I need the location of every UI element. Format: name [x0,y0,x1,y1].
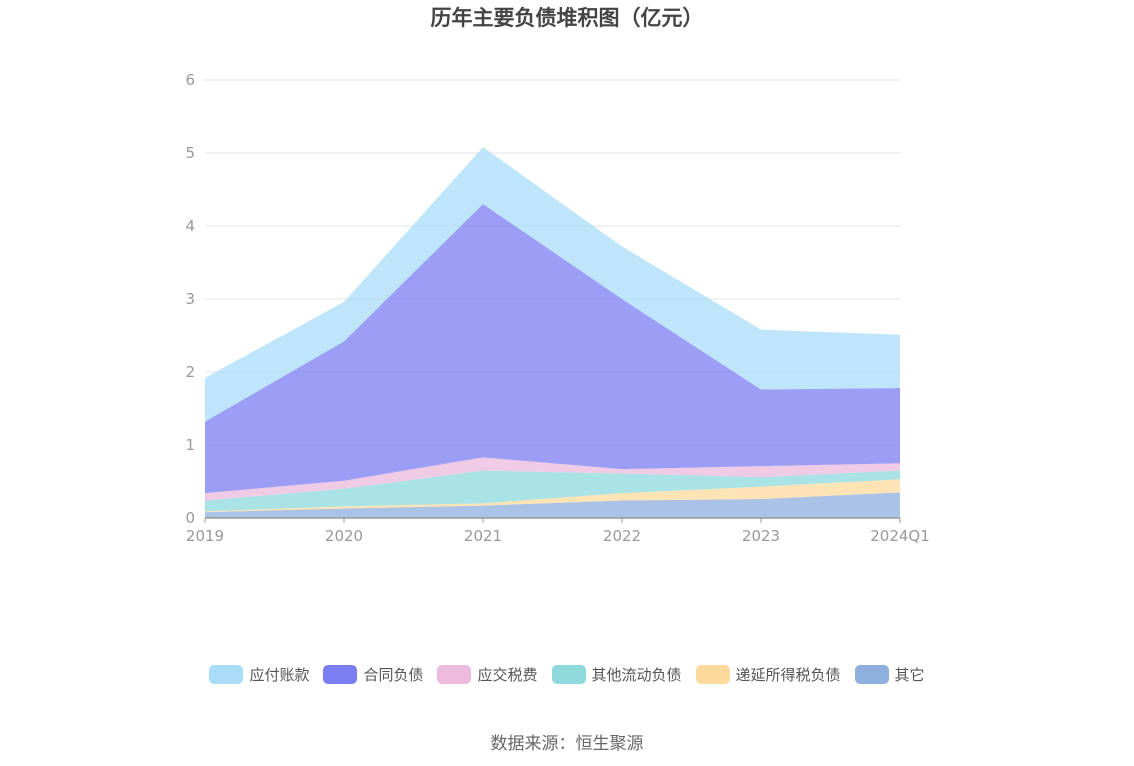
y-tick-label: 6 [185,71,195,89]
legend-item[interactable]: 应付账款 [209,664,309,685]
legend-label: 应付账款 [249,666,310,684]
legend-swatch [695,665,730,684]
x-tick-label: 2019 [186,527,224,545]
legend-swatch [551,665,586,684]
legend-swatch [437,665,472,684]
y-tick-label: 2 [185,363,195,381]
x-tick-label: 2020 [325,527,363,545]
legend-item[interactable]: 其它 [854,664,925,685]
x-tick-label: 2021 [464,527,502,545]
area-series[interactable]: 应付账款 [205,147,900,422]
legend-label: 其它 [894,666,925,684]
x-tick-label: 2022 [603,527,641,545]
y-tick-label: 3 [185,290,195,308]
legend: 应付账款 合同负债 应交税费 其他流动负债 递延所得税负债 其它 [0,664,1134,685]
source-note: 数据来源：恒生聚源 [490,734,644,754]
legend-item[interactable]: 递延所得税负债 [695,664,841,685]
stacked-area-plot: 其它递延所得税负债其他流动负债应交税费合同负债应付账款 0 1 2 3 4 5 6 2019 2… [185,71,929,545]
legend-swatch [323,665,358,684]
axes: 0 1 2 3 4 5 6 2019 2020 2021 2022 2023 2024Q1 [185,71,929,545]
area-series-layer: 其它递延所得税负债其他流动负债应交税费合同负债应付账款 [205,147,900,518]
legend-label: 递延所得税负债 [735,666,841,684]
y-tick-label: 0 [185,509,195,527]
area-series[interactable]: 其它 [205,492,900,518]
legend-item[interactable]: 其他流动负债 [551,664,682,685]
area-series[interactable]: 其他流动负债 [205,470,900,512]
area-series[interactable]: 合同负债 [205,204,900,494]
area-series[interactable]: 应交税费 [205,457,900,501]
x-tick-label: 2023 [742,527,780,545]
y-tick-label: 5 [185,144,195,162]
legend-swatch [209,665,244,684]
legend-label: 合同负债 [363,666,424,684]
chart-title: 历年主要负债堆积图（亿元） [430,6,704,30]
legend-item[interactable]: 合同负债 [323,664,423,685]
area-series[interactable]: 递延所得税负债 [205,479,900,513]
x-tick-label: 2024Q1 [870,527,930,545]
legend-label: 应交税费 [477,666,538,684]
legend-swatch [854,665,889,684]
y-tick-label: 1 [185,436,195,454]
y-tick-label: 4 [185,217,195,235]
legend-label: 其他流动负债 [591,666,682,684]
legend-item[interactable]: 应交税费 [437,664,538,685]
